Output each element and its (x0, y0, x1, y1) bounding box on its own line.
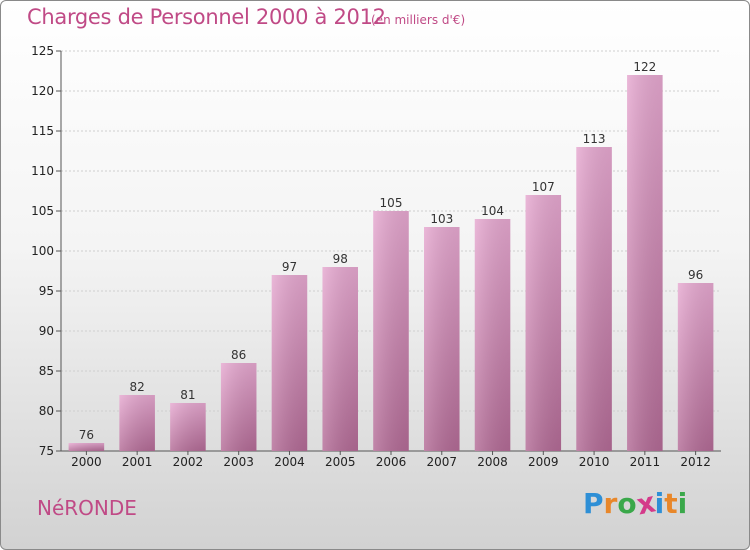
y-tick-label: 90 (39, 324, 54, 338)
x-tick-label: 2009 (528, 455, 559, 469)
logo-letter: i (677, 487, 688, 520)
bar-shade-2001 (119, 395, 155, 451)
x-tick-label: 2004 (274, 455, 305, 469)
bar-value-label: 103 (430, 212, 453, 226)
bar-shade-2011 (627, 75, 663, 451)
y-tick-label: 95 (39, 284, 54, 298)
logo-letter: i (654, 487, 665, 520)
proxiti-logo: Proxiti (583, 485, 688, 521)
logo-letter: t (664, 487, 678, 520)
bars (68, 75, 714, 451)
x-tick-label: 2001 (122, 455, 153, 469)
bar-shade-2012 (677, 283, 714, 451)
bar-shade-2003 (220, 363, 257, 451)
y-tick-label: 105 (31, 204, 54, 218)
bar-value-label: 86 (231, 348, 246, 362)
chart-subtitle: (en milliers d'€) (371, 13, 466, 27)
bar-shade-2005 (322, 267, 358, 451)
x-tick-label: 2007 (426, 455, 457, 469)
bar-value-label: 122 (633, 60, 656, 74)
bar-value-label: 97 (282, 260, 297, 274)
y-tick-label: 115 (31, 124, 54, 138)
x-tick-label: 2006 (376, 455, 407, 469)
x-tick-label: 2002 (173, 455, 204, 469)
bar-value-label: 105 (380, 196, 403, 210)
logo-letter: o (617, 487, 637, 520)
bar-value-label: 113 (583, 132, 606, 146)
bar-value-label: 96 (688, 268, 703, 282)
bar-value-label: 107 (532, 180, 555, 194)
bar-shade-2000 (68, 443, 105, 451)
bar-shade-2006 (373, 211, 409, 451)
city-name: NéRONDE (37, 496, 137, 520)
y-tick-label: 125 (31, 44, 54, 58)
labels: 75 80 85 90 95 100 105 110 115 120 125 2000 76 2001 82… (31, 44, 711, 469)
bar-shade-2009 (525, 195, 562, 451)
x-tick-label: 2011 (630, 455, 661, 469)
x-tick-label: 2000 (71, 455, 102, 469)
bar-value-label: 98 (333, 252, 348, 266)
y-tick-label: 120 (31, 84, 54, 98)
bar-value-label: 76 (79, 428, 94, 442)
x-tick-label: 2012 (680, 455, 711, 469)
bar-shade-2004 (271, 275, 308, 451)
y-tick-label: 85 (39, 364, 54, 378)
bar-value-label: 104 (481, 204, 504, 218)
y-tick-label: 100 (31, 244, 54, 258)
bar-shade-2007 (424, 227, 460, 451)
x-tick-label: 2005 (325, 455, 356, 469)
y-tick-label: 75 (39, 444, 54, 458)
bar-value-label: 82 (130, 380, 145, 394)
bar-shade-2008 (474, 219, 511, 451)
bar-shade-2010 (576, 147, 612, 451)
bar-value-label: 81 (180, 388, 195, 402)
logo-letter: r (603, 487, 618, 520)
y-tick-label: 110 (31, 164, 54, 178)
bar-shade-2002 (170, 403, 206, 451)
y-tick-label: 80 (39, 404, 54, 418)
x-tick-label: 2010 (579, 455, 610, 469)
x-tick-label: 2003 (223, 455, 254, 469)
chart-title: Charges de Personnel 2000 à 2012 (27, 5, 386, 29)
x-tick-label: 2008 (477, 455, 508, 469)
logo-letter: P (583, 487, 604, 520)
